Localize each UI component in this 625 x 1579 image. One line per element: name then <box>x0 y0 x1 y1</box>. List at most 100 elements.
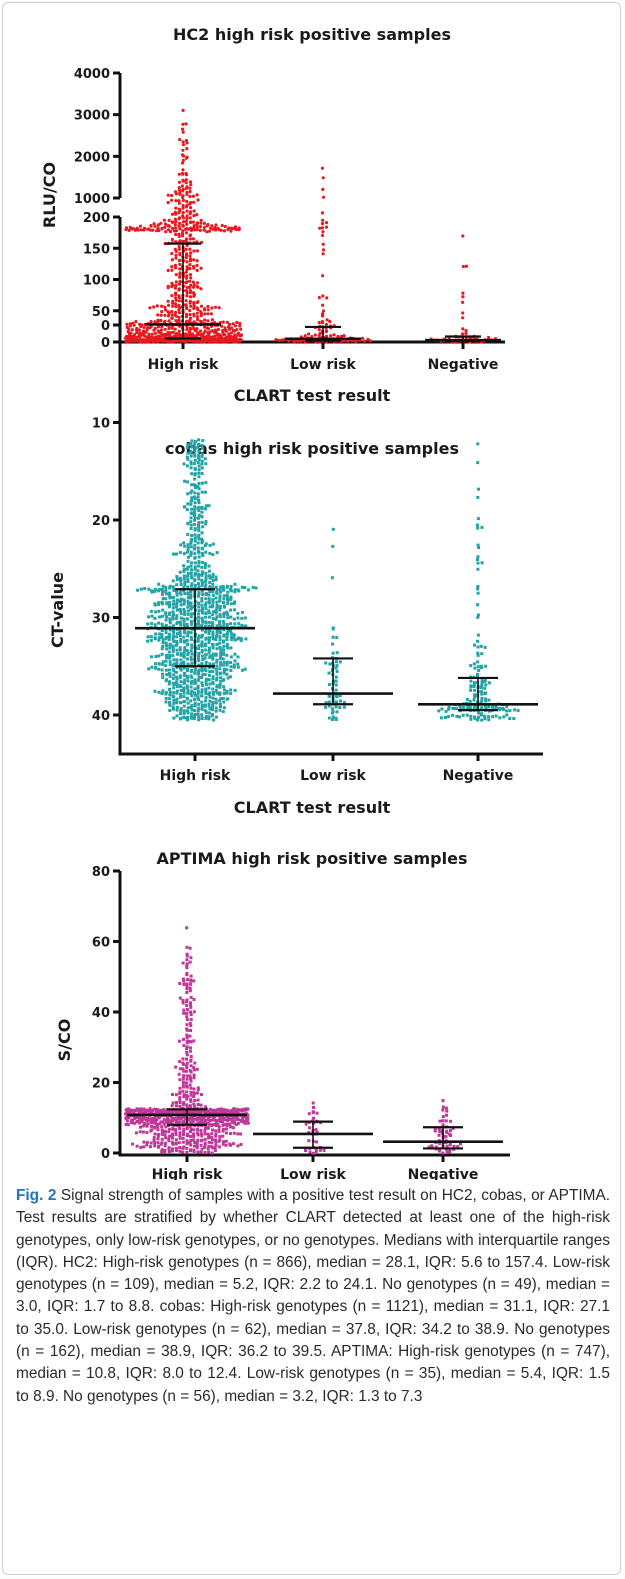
data-point <box>131 1121 135 1125</box>
data-point <box>174 296 178 300</box>
data-point <box>164 588 168 592</box>
data-point <box>153 616 157 620</box>
data-point <box>186 532 190 536</box>
data-point <box>186 585 190 589</box>
data-point <box>484 706 488 710</box>
data-point <box>472 683 476 687</box>
data-point <box>188 279 192 283</box>
data-point <box>461 327 465 331</box>
data-point <box>218 615 222 619</box>
data-point <box>174 284 178 288</box>
data-point <box>212 610 215 614</box>
data-point <box>181 961 185 965</box>
data-point <box>200 644 204 648</box>
data-point <box>177 329 181 333</box>
data-point <box>178 591 182 595</box>
data-point <box>186 565 190 569</box>
data-point <box>441 1108 445 1112</box>
data-point <box>427 1145 431 1149</box>
data-point <box>125 325 129 329</box>
data-point <box>171 1117 175 1121</box>
data-point <box>480 679 484 682</box>
data-point <box>225 689 229 693</box>
data-point <box>192 1087 196 1091</box>
data-point <box>315 1140 318 1144</box>
data-point <box>191 291 195 295</box>
data-point <box>164 585 168 589</box>
data-point <box>189 607 193 611</box>
data-point <box>222 1117 226 1121</box>
data-point <box>224 329 228 333</box>
data-point <box>164 664 168 668</box>
data-point <box>189 631 193 635</box>
data-point <box>240 668 244 672</box>
data-point <box>224 1110 228 1114</box>
data-point <box>175 552 178 556</box>
data-point <box>179 612 183 615</box>
data-point <box>307 1131 311 1135</box>
data-point <box>199 1132 203 1136</box>
data-point <box>477 487 480 491</box>
data-point <box>480 686 483 689</box>
data-point <box>178 262 182 266</box>
data-point <box>185 1134 189 1138</box>
data-point <box>167 612 171 616</box>
data-point <box>196 461 200 465</box>
data-point <box>179 666 183 670</box>
data-point <box>190 498 194 502</box>
data-point <box>462 705 466 709</box>
data-point <box>208 576 212 580</box>
data-point <box>342 700 346 704</box>
data-point <box>448 1143 452 1147</box>
data-point <box>201 572 205 576</box>
data-point <box>215 600 219 604</box>
data-point <box>190 512 194 516</box>
data-point <box>138 331 142 335</box>
data-point <box>483 686 487 690</box>
data-point <box>178 138 182 142</box>
data-point <box>182 674 186 678</box>
data-point <box>201 654 204 658</box>
data-point <box>171 650 175 653</box>
data-point <box>193 561 197 565</box>
data-point <box>173 310 178 314</box>
data-point <box>327 671 331 675</box>
data-point <box>222 669 226 673</box>
data-point <box>317 334 321 338</box>
data-point <box>175 701 179 705</box>
x-tick-label: Negative <box>408 1167 479 1180</box>
data-point <box>193 477 197 481</box>
data-point <box>197 718 201 722</box>
data-point <box>156 1110 160 1114</box>
data-point <box>152 1125 156 1129</box>
data-point <box>215 691 219 695</box>
data-point <box>214 1134 218 1138</box>
data-point <box>167 1147 171 1151</box>
data-point <box>456 1145 460 1149</box>
data-point <box>188 295 193 299</box>
data-point <box>214 331 218 335</box>
data-point <box>175 583 179 587</box>
data-point <box>196 445 200 449</box>
y-tick-label: 4000 <box>74 67 110 82</box>
data-point <box>200 694 204 698</box>
data-point <box>174 643 178 647</box>
data-point <box>197 634 201 638</box>
data-point <box>201 446 205 450</box>
data-point <box>185 649 189 652</box>
data-point <box>155 1108 159 1112</box>
data-point <box>156 1128 160 1132</box>
data-point <box>174 1131 178 1134</box>
data-point <box>172 691 176 695</box>
data-point <box>240 623 244 627</box>
data-point <box>480 652 484 656</box>
data-point <box>171 610 175 614</box>
data-point <box>182 1074 186 1078</box>
data-point <box>193 516 197 520</box>
data-point <box>192 294 196 298</box>
data-point <box>203 1132 207 1136</box>
data-point <box>149 1145 152 1149</box>
data-point <box>197 498 201 502</box>
data-point <box>171 694 175 698</box>
data-point <box>325 296 329 300</box>
